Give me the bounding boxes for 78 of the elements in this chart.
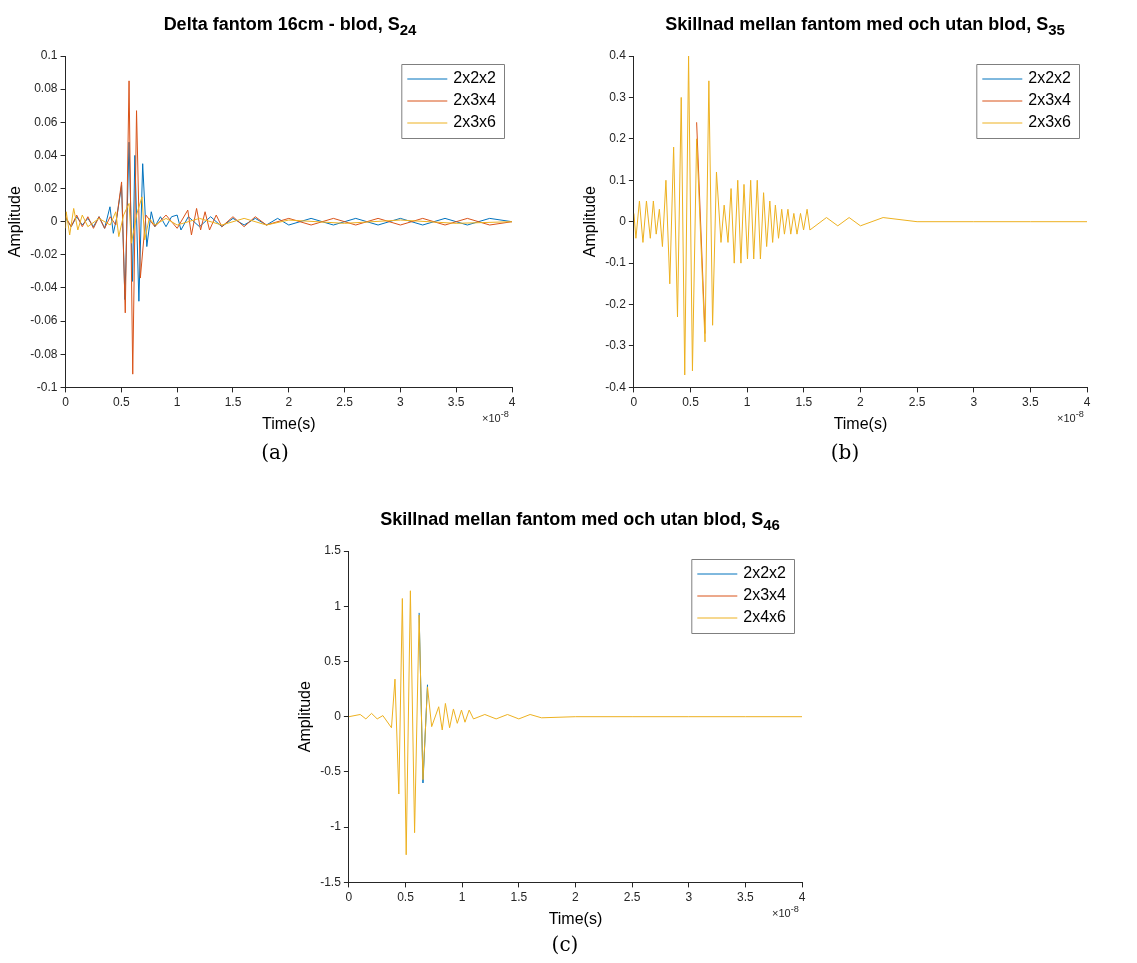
x-tick-label: 1.5 <box>224 394 242 409</box>
x-tick-label: 0.5 <box>397 889 415 904</box>
y-tick-label: 0.3 <box>609 89 627 104</box>
y-tick-label: 0.1 <box>609 172 627 187</box>
y-axis-title: Amplitude <box>296 681 314 753</box>
x-tick-label: 2 <box>857 394 865 409</box>
y-tick-label: 0.04 <box>34 147 58 162</box>
y-tick-label: 0.02 <box>34 180 58 195</box>
y-tick-label: -0.02 <box>30 247 58 262</box>
y-tick-label: 0.4 <box>609 48 627 63</box>
x-tick-label: 1 <box>173 394 181 409</box>
x-tick-label: 4 <box>1083 394 1091 409</box>
x-tick-label: 4 <box>508 394 516 409</box>
x-tick-label: 3.5 <box>1022 394 1040 409</box>
y-tick-label: -0.04 <box>30 280 58 295</box>
x-tick-label: 1.5 <box>795 394 813 409</box>
y-tick-label: -0.06 <box>30 313 58 328</box>
text: ×10$^{-8}$ <box>772 904 799 920</box>
x-tick-label: 2.5 <box>336 394 354 409</box>
chart-title: Delta fantom 16cm - blod, S$_{24}$ <box>162 14 418 38</box>
y-tick-label: 0 <box>50 214 58 229</box>
legend-label: 2x2x2 <box>1028 69 1072 87</box>
x-axis-title: Time(s) <box>548 909 603 927</box>
x-tick-label: 3 <box>970 394 978 409</box>
y-tick-label: 0 <box>619 214 627 229</box>
y-tick-label: -1 <box>330 819 342 834</box>
x-tick-label: 2 <box>285 394 293 409</box>
y-tick-label: -0.5 <box>320 764 342 779</box>
text: (b) <box>829 440 861 464</box>
legend-label: 2x3x4 <box>1028 91 1072 109</box>
legend-label: 2x2x2 <box>453 69 497 87</box>
y-tick-label: -0.1 <box>605 255 627 270</box>
legend-label: 2x3x6 <box>1028 113 1072 131</box>
x-tick-label: 3.5 <box>737 889 755 904</box>
text: (c) <box>550 932 580 956</box>
x-axis-title: Time(s) <box>261 414 316 432</box>
x-tick-label: 0.5 <box>113 394 131 409</box>
y-tick-label: -0.4 <box>605 379 627 394</box>
text: ×10$^{-8}$ <box>482 409 509 425</box>
legend-label: 2x4x6 <box>743 608 787 626</box>
chart-title: Skillnad mellan fantom med och utan blod, S$_{46}$ <box>379 509 781 533</box>
x-tick-label: 0 <box>345 889 353 904</box>
x-tick-label: 3.5 <box>447 394 465 409</box>
x-axis-title: Time(s) <box>833 414 888 432</box>
x-tick-label: 2 <box>572 889 580 904</box>
x-tick-label: 0 <box>630 394 638 409</box>
y-tick-label: 0.1 <box>40 48 58 63</box>
y-tick-label: -0.2 <box>605 296 627 311</box>
x-tick-label: 0.5 <box>682 394 700 409</box>
x-tick-label: 4 <box>798 889 806 904</box>
y-axis-title: Amplitude <box>6 186 24 258</box>
y-tick-label: -0.3 <box>605 338 627 353</box>
y-tick-label: 1 <box>334 598 342 613</box>
y-tick-label: -1.5 <box>320 874 342 889</box>
x-tick-label: 1 <box>458 889 466 904</box>
x-tick-label: 1 <box>743 394 751 409</box>
x-tick-label: 0 <box>62 394 70 409</box>
y-tick-label: 0.06 <box>34 114 58 129</box>
x-tick-label: 2.5 <box>623 889 641 904</box>
x-tick-label: 1.5 <box>510 889 528 904</box>
x-tick-label: 3 <box>397 394 405 409</box>
y-tick-label: -0.1 <box>36 379 58 394</box>
y-tick-label: 0.5 <box>324 653 342 668</box>
y-axis-title: Amplitude <box>581 186 599 258</box>
y-tick-label: 0.08 <box>34 81 58 96</box>
y-tick-label: 0 <box>334 709 342 724</box>
legend-label: 2x3x4 <box>453 91 497 109</box>
x-tick-label: 2.5 <box>908 394 926 409</box>
text: (a) <box>260 440 290 464</box>
chart-title: Skillnad mellan fantom med och utan blod, S$_{35}$ <box>664 14 1066 38</box>
legend-label: 2x2x2 <box>743 564 787 582</box>
y-tick-label: 1.5 <box>324 543 342 558</box>
text: ×10$^{-8}$ <box>1057 409 1084 425</box>
y-tick-label: 0.2 <box>609 131 627 146</box>
legend-label: 2x3x4 <box>743 586 787 604</box>
x-tick-label: 3 <box>685 889 693 904</box>
legend-label: 2x3x6 <box>453 113 497 131</box>
y-tick-label: -0.08 <box>30 346 58 361</box>
